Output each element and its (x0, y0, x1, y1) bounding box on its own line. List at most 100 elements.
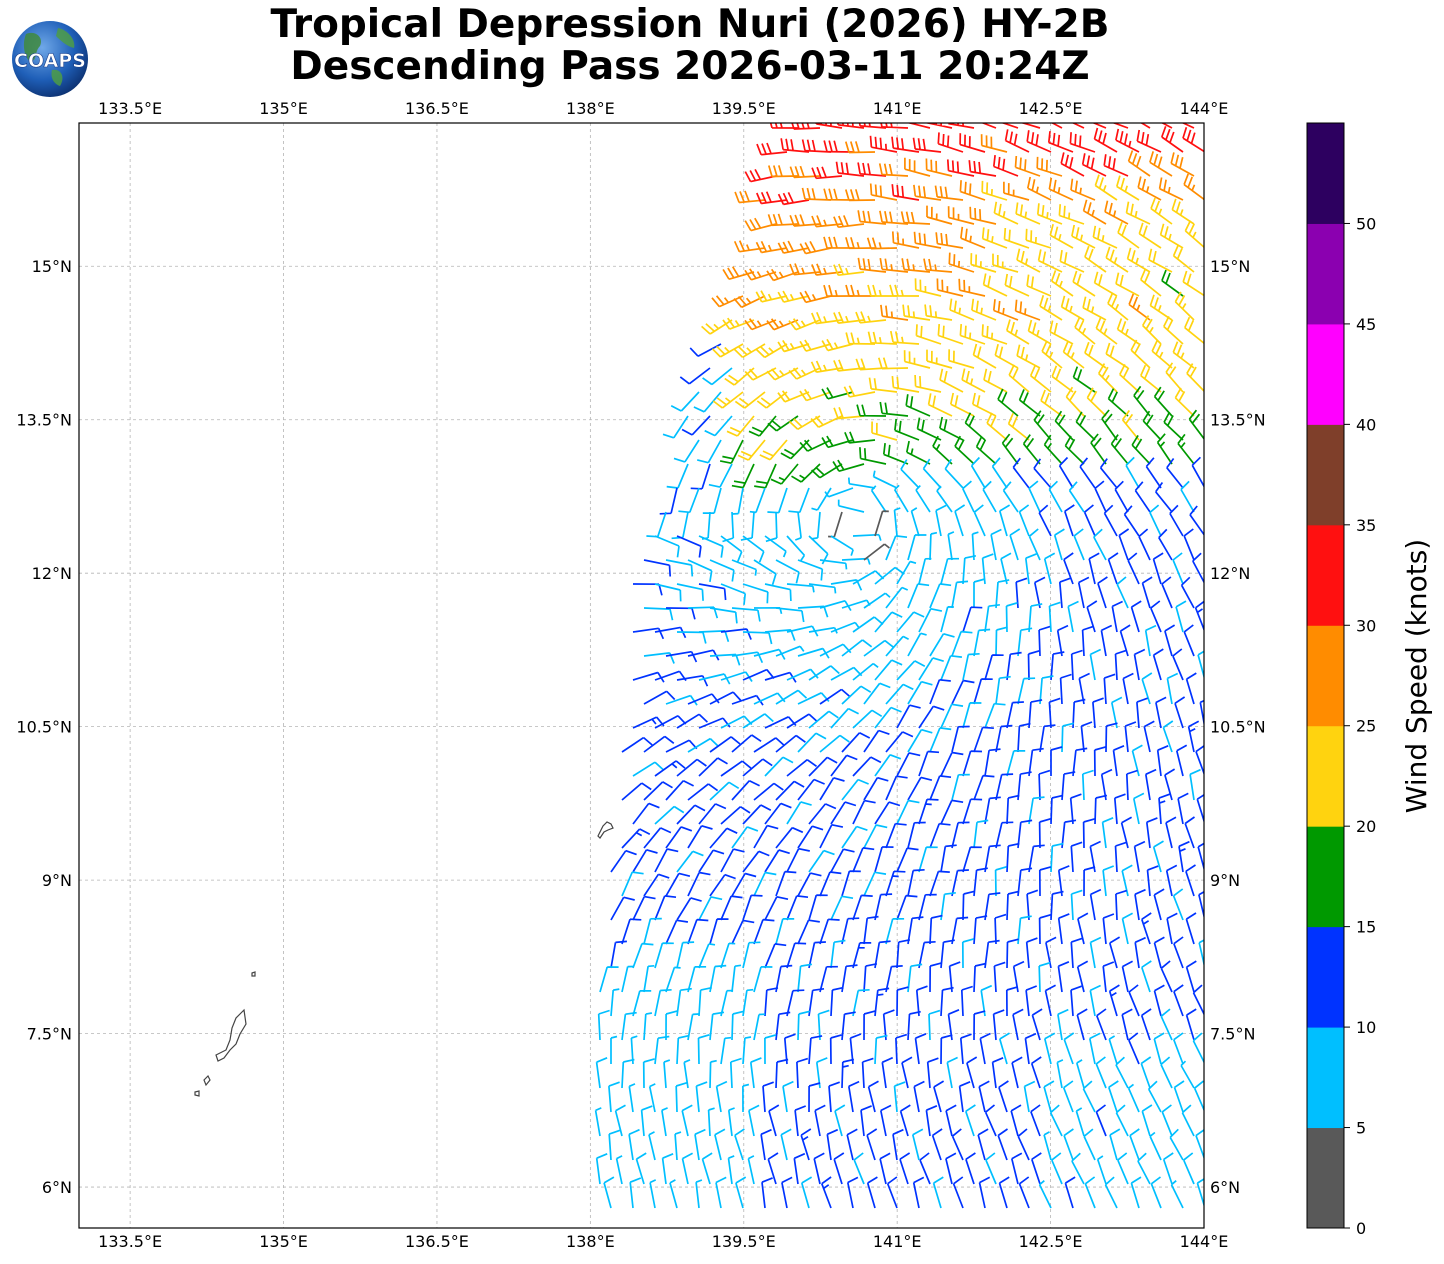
wind-barb (1125, 456, 1140, 489)
wind-barb (748, 1104, 760, 1137)
island-outline (203, 1074, 211, 1087)
wind-barb (665, 919, 689, 945)
wind-barb (1028, 603, 1043, 633)
wind-barb (1140, 123, 1151, 129)
wind-barb (654, 805, 685, 825)
wind-barb (895, 1033, 908, 1065)
wind-barb (984, 939, 1000, 969)
wind-barb (859, 447, 887, 465)
wind-barb (621, 918, 642, 945)
wind-barb (1025, 985, 1038, 1017)
island-outline (194, 1090, 200, 1097)
wind-barb (1177, 792, 1189, 825)
wind-barb (880, 123, 909, 129)
lat-tick-left: 10.5°N (16, 718, 72, 737)
wind-barb (852, 533, 882, 541)
wind-barb (797, 963, 813, 993)
wind-barb (720, 628, 752, 640)
wind-barb (1173, 936, 1184, 969)
wind-barb (744, 318, 777, 331)
wind-barb (1197, 650, 1204, 680)
wind-barb (951, 630, 973, 657)
wind-barb (907, 821, 926, 849)
wind-barb (632, 761, 664, 777)
wind-barb (1045, 936, 1057, 969)
wind-barb (1038, 961, 1051, 993)
wind-barb (720, 760, 752, 777)
wind-barb (643, 652, 675, 664)
wind-barb (980, 134, 1008, 153)
wind-barb (835, 161, 865, 177)
wind-barb (1140, 960, 1152, 993)
wind-barb (654, 988, 672, 1017)
wind-barb (608, 1081, 620, 1113)
wind-barb (1059, 249, 1085, 273)
wind-barb (947, 531, 955, 561)
wind-barb (833, 215, 865, 229)
wind-barb (707, 1107, 715, 1137)
wind-barb (786, 801, 812, 825)
wind-barb (1107, 552, 1119, 585)
wind-barb (1082, 1080, 1096, 1113)
wind-barb (881, 1056, 894, 1089)
wind-barb (1006, 794, 1020, 825)
wind-barb (643, 559, 672, 577)
wind-barb (734, 190, 766, 204)
wind-barb (931, 1128, 943, 1161)
wind-barb (959, 324, 986, 345)
wind-barb (1058, 204, 1085, 225)
wind-barb (748, 415, 777, 437)
wind-barb (782, 1080, 794, 1113)
wind-barb (687, 693, 720, 705)
wind-barb (863, 1010, 876, 1041)
wind-barb (1197, 842, 1204, 872)
wind-barb (843, 385, 876, 398)
wind-barb (1008, 364, 1030, 393)
wind-barb (960, 985, 973, 1017)
wind-barb (1120, 816, 1133, 849)
wind-barb (628, 1083, 636, 1113)
wind-barb (665, 1010, 678, 1041)
wind-barb (907, 916, 924, 945)
wind-barb (1038, 817, 1051, 849)
wind-barb (1159, 223, 1184, 249)
wind-barb (1038, 769, 1051, 801)
wind-barb (869, 135, 898, 153)
wind-barb (1173, 984, 1184, 1017)
wind-barb (654, 942, 674, 969)
wind-barb (681, 1152, 693, 1185)
wind-barb (927, 393, 953, 417)
wind-barb (1000, 552, 1012, 585)
wind-barb (1102, 961, 1115, 993)
wind-barb (998, 1176, 1010, 1209)
wind-barb (1182, 126, 1204, 153)
wind-barb (733, 343, 766, 359)
wind-barb (791, 463, 821, 483)
wind-barb (661, 1107, 668, 1137)
wind-barb (797, 919, 820, 945)
wind-barb (871, 421, 898, 441)
wind-barb (1136, 129, 1162, 153)
wind-barb (965, 1152, 976, 1185)
wind-barb (1070, 889, 1083, 921)
wind-barb (1146, 865, 1159, 897)
wind-barb (1180, 480, 1195, 513)
wind-barb (731, 559, 758, 576)
wind-barb (1073, 528, 1085, 561)
wind-barb (676, 583, 704, 601)
wind-barb (799, 290, 832, 304)
wind-barb (797, 692, 830, 705)
wind-barb (714, 1128, 726, 1161)
wind-barb (936, 278, 964, 297)
island-outline (215, 1008, 247, 1062)
wind-barb (698, 896, 723, 921)
wind-barb (885, 535, 908, 561)
wind-barb (852, 756, 882, 777)
wind-barb (1148, 248, 1173, 273)
wind-barb (788, 487, 810, 514)
wind-barb (1108, 936, 1121, 969)
wind-barb (676, 804, 706, 825)
colorbar-tick-label: 20 (1356, 817, 1376, 836)
wind-barb (933, 1080, 945, 1113)
wind-barb (610, 988, 620, 1017)
